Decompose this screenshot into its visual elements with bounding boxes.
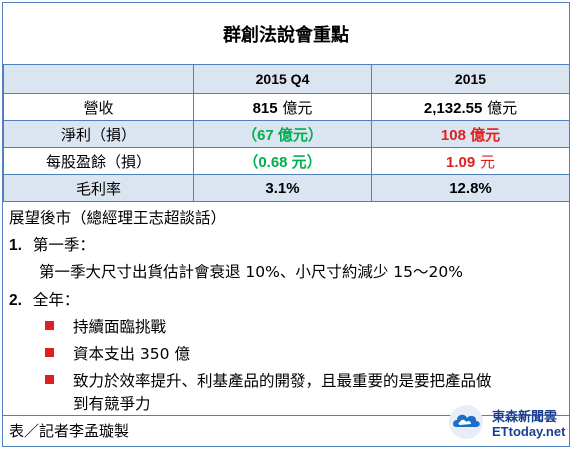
year-value: 2,132.55 [423, 99, 483, 117]
row-label: 毛利率 [3, 174, 194, 202]
item1: 1. 第一季： [9, 233, 95, 255]
item2-label: 全年： [32, 291, 80, 309]
q4-value: （67 億元） [242, 126, 323, 144]
year-value-unit: 元 [475, 152, 495, 171]
q4-value-cell: 815 億元 [193, 93, 372, 121]
q4-value-cell: （0.68 元） [193, 147, 372, 175]
item2: 2. 全年： [9, 288, 79, 310]
logo-text-en: ETtoday.net [492, 424, 566, 439]
q4-value-unit: 億元 [277, 98, 313, 117]
item2-index: 2. [9, 292, 22, 309]
q4-value: （0.68 元） [243, 153, 322, 171]
table-row: 淨利（損） （67 億元） 108 億元 [3, 120, 570, 148]
table-row: 營收 815 億元 2,132.55 億元 [3, 93, 570, 121]
ettoday-logo: 東森新聞雲 ETtoday.net [448, 403, 566, 443]
table-row: 每股盈餘（損） （0.68 元） 1.09 元 [3, 147, 570, 175]
logo-text-cn: 東森新聞雲 [492, 410, 558, 425]
q4-value: 815 [252, 99, 278, 117]
row-label: 淨利（損） [3, 120, 194, 148]
table-row: 毛利率 3.1% 12.8% [3, 174, 570, 202]
q4-value-cell: （67 億元） [193, 120, 372, 148]
year-value: 12.8% [449, 180, 492, 197]
outlook-notes: 展望後市（總經理王志超談話） 1. 第一季： 第一季大尺寸出貨估計會衰退 10%… [3, 200, 569, 416]
item1-detail: 第一季大尺寸出貨估計會衰退 10%、小尺寸約減少 15～20% [39, 263, 463, 281]
row-label: 營收 [3, 93, 194, 121]
year-value: 108 億元 [440, 126, 501, 144]
bullet-square-icon [45, 375, 54, 384]
notes-heading: 展望後市（總經理王志超談話） [9, 209, 227, 227]
earnings-table: 2015 Q4 2015 營收 815 億元 2,132.55 億元 淨利（損） （67 億… [3, 64, 570, 202]
footer-credit: 表／記者李孟璇製 [9, 422, 130, 440]
ettoday-cloud-logo-icon [449, 405, 483, 439]
bullet-1: 持續面臨挑戰 [73, 318, 167, 336]
bullet-square-icon [45, 348, 54, 357]
year-value: 1.09 [446, 153, 476, 171]
bullet-3-cont: 到有競爭力 [73, 395, 151, 413]
bullet-square-icon [45, 321, 54, 330]
summary-card: 群創法說會重點 2015 Q4 2015 營收 815 億元 2,132.55 億元 淨利… [2, 2, 570, 447]
column-header-2: 2015 [371, 64, 570, 94]
q4-value-cell: 3.1% [193, 174, 372, 202]
q4-value: 3.1% [265, 180, 300, 197]
year-value-cell: 108 億元 [371, 120, 570, 148]
column-header-1: 2015 Q4 [193, 64, 372, 94]
bullet-3: 致力於效率提升、利基產品的開發，且最重要的是要把產品做 [73, 372, 492, 390]
year-value-cell: 2,132.55 億元 [371, 93, 570, 121]
row-label: 每股盈餘（損） [3, 147, 194, 175]
column-header-0 [3, 64, 194, 94]
item1-label: 第一季： [32, 236, 95, 254]
year-value-cell: 1.09 元 [371, 147, 570, 175]
bullet-2: 資本支出 350 億 [73, 345, 190, 363]
item1-index: 1. [9, 237, 22, 254]
year-value-cell: 12.8% [371, 174, 570, 202]
year-value-unit: 億元 [482, 98, 518, 117]
page-title: 群創法說會重點 [3, 3, 569, 65]
